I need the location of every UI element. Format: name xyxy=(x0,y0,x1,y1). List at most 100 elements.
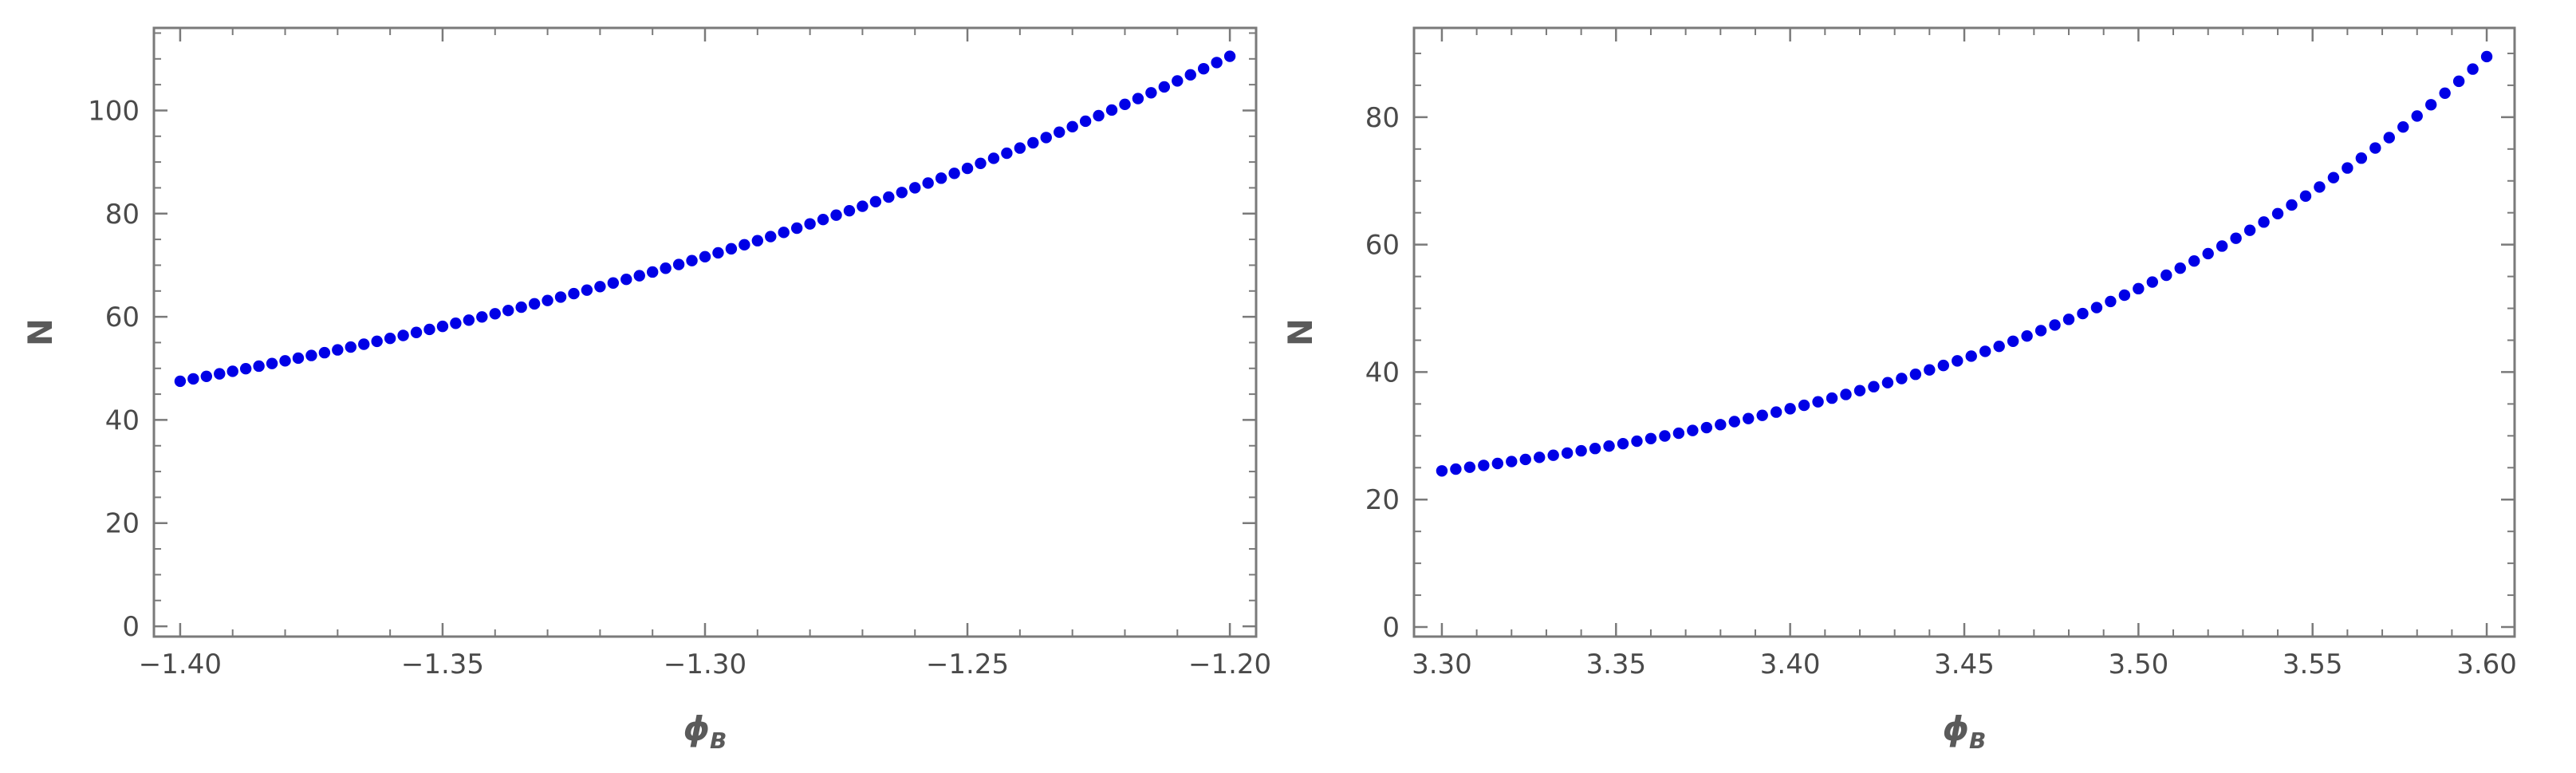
data-point xyxy=(1001,147,1013,160)
data-point xyxy=(790,222,803,235)
data-point xyxy=(2188,254,2200,267)
data-point xyxy=(660,262,672,274)
data-point xyxy=(410,326,423,338)
data-point xyxy=(909,182,921,194)
data-point xyxy=(581,284,593,296)
data-point xyxy=(1172,75,1184,87)
data-point xyxy=(1881,377,1894,388)
data-point xyxy=(620,274,632,286)
data-point xyxy=(1534,452,1546,463)
data-point xyxy=(1631,435,1643,448)
data-point xyxy=(318,346,331,359)
data-point xyxy=(843,204,856,217)
data-point xyxy=(2314,181,2326,193)
data-point xyxy=(1868,381,1880,392)
x-tick-label: 3.55 xyxy=(2283,649,2343,680)
data-point xyxy=(239,363,252,375)
data-point xyxy=(515,301,527,314)
data-point xyxy=(2007,335,2019,347)
data-point xyxy=(2355,152,2368,164)
data-point xyxy=(633,270,645,282)
x-axis-label-subscript: B xyxy=(1969,728,1986,754)
data-point xyxy=(2258,216,2270,228)
y-axis-label: N xyxy=(1281,318,1320,346)
data-point xyxy=(1014,142,1026,154)
data-point xyxy=(397,329,409,341)
y-tick-label: 60 xyxy=(105,302,140,333)
data-point xyxy=(476,311,488,323)
data-point xyxy=(1979,345,1991,357)
data-point xyxy=(2049,319,2061,331)
y-tick-label: 20 xyxy=(1365,484,1400,516)
data-point xyxy=(1770,406,1782,418)
data-point xyxy=(1463,461,1476,473)
data-point xyxy=(1924,364,1936,376)
y-tick-label: 100 xyxy=(88,95,140,127)
data-point xyxy=(1478,459,1490,471)
data-point xyxy=(1952,355,1964,367)
data-point xyxy=(226,365,238,377)
data-point xyxy=(607,277,620,289)
x-tick-label: 3.60 xyxy=(2456,649,2517,680)
data-point xyxy=(1700,421,1713,434)
data-point xyxy=(200,370,213,382)
data-point xyxy=(2021,330,2033,342)
x-tick-label: 3.40 xyxy=(1760,649,1821,680)
data-point xyxy=(2133,282,2145,295)
data-point xyxy=(594,281,606,293)
data-point xyxy=(1158,81,1171,93)
data-point xyxy=(542,294,553,306)
data-point xyxy=(1644,432,1657,444)
x-axis-label: ϕB xyxy=(1943,709,1987,754)
data-point xyxy=(305,349,317,361)
chart-left: −1.40 −1.35 −1.30 −1.25 −1.20 0 20 40 60 80 100 NϕB xyxy=(21,26,1271,754)
data-point xyxy=(568,287,580,300)
data-point xyxy=(1054,126,1065,138)
y-tick-label: 40 xyxy=(105,404,140,436)
data-point xyxy=(2342,162,2353,174)
data-point xyxy=(699,250,711,263)
data-point xyxy=(1617,437,1629,450)
data-point xyxy=(2062,314,2075,325)
x-tick-label: 3.45 xyxy=(1934,649,1995,680)
data-point xyxy=(1506,456,1518,467)
data-point xyxy=(502,305,514,317)
data-point xyxy=(765,231,777,243)
data-point xyxy=(2397,120,2409,133)
data-point xyxy=(922,177,934,189)
data-point xyxy=(712,246,724,259)
data-point xyxy=(751,235,764,246)
x-tick-label: 3.50 xyxy=(2109,649,2169,680)
data-point xyxy=(1223,50,1236,62)
y-axis-label: N xyxy=(21,318,60,346)
x-tick-label: −1.25 xyxy=(926,649,1009,680)
x-axis-label-symbol: ϕ xyxy=(683,709,710,748)
y-tick-label: 0 xyxy=(1382,612,1400,644)
data-point xyxy=(1840,388,1852,400)
data-point xyxy=(1993,340,2005,353)
data-point xyxy=(253,360,265,373)
data-point xyxy=(2174,262,2186,274)
data-point xyxy=(987,152,1000,164)
data-point xyxy=(1896,373,1908,385)
data-point xyxy=(2480,50,2493,63)
x-axis-label: ϕB xyxy=(683,709,727,754)
data-point xyxy=(817,214,829,226)
data-point xyxy=(1687,424,1699,436)
data-point xyxy=(174,375,187,388)
data-point xyxy=(948,168,960,179)
data-point xyxy=(1145,87,1157,99)
data-point xyxy=(1575,444,1587,457)
x-tick-label: −1.20 xyxy=(1188,649,1271,680)
data-point xyxy=(2160,269,2172,282)
data-point xyxy=(1547,449,1559,461)
data-point xyxy=(1119,98,1131,111)
y-tick-label: 80 xyxy=(1365,102,1400,134)
data-point xyxy=(2369,142,2381,154)
data-point xyxy=(279,355,291,367)
data-point xyxy=(2034,325,2047,337)
y-tick-label: 40 xyxy=(1365,357,1400,388)
data-point xyxy=(332,344,344,356)
x-tick-label: −1.40 xyxy=(139,649,222,680)
